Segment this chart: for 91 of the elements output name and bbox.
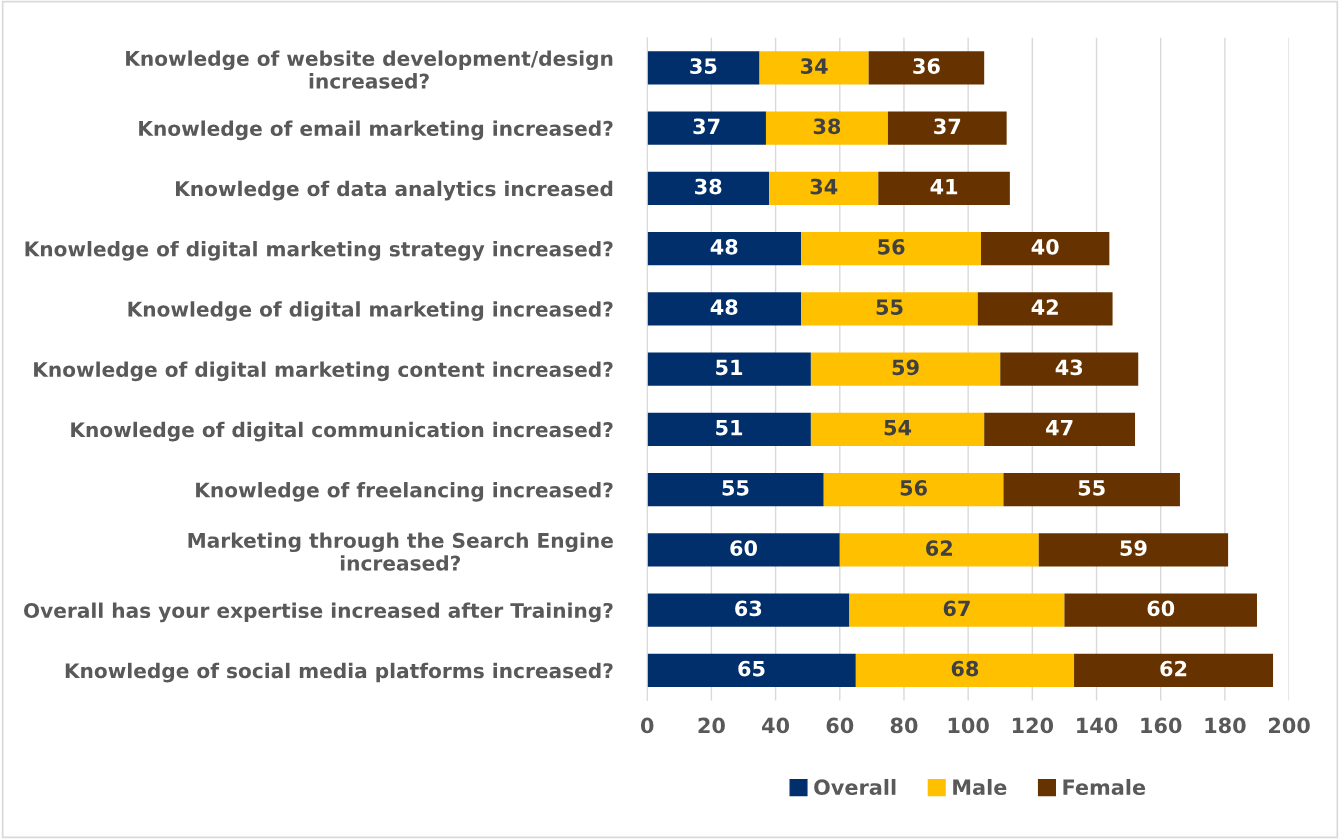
bar [647, 352, 811, 386]
bar [647, 653, 856, 688]
data-label: 68 [951, 660, 979, 677]
bar [1074, 653, 1274, 688]
x-tick-label: 160 [1141, 717, 1182, 734]
bar [849, 593, 1065, 627]
bar [759, 51, 869, 85]
data-label: 62 [926, 540, 952, 556]
data-label: 65 [738, 660, 765, 677]
bar [647, 171, 770, 205]
legend-label: Male [953, 778, 1007, 796]
y-tick-label: Knowledge of digital marketing content increased? [34, 361, 613, 382]
bar [765, 111, 888, 145]
data-label: 56 [900, 479, 927, 496]
x-tick-label: 80 [890, 717, 918, 734]
data-label: 60 [730, 540, 757, 556]
bar [1003, 473, 1180, 507]
x-tick-label: 180 [1205, 717, 1246, 734]
y-tick-label: Knowledge of social media platforms increased? [65, 662, 613, 683]
legend-label: Overall [814, 778, 896, 796]
data-label: 56 [878, 238, 905, 255]
bar [980, 232, 1110, 266]
bar [839, 533, 1039, 567]
data-label: 47 [1046, 419, 1073, 436]
bar [647, 533, 840, 567]
bar [1064, 593, 1257, 627]
y-tick-label: Knowledge of digital communication increased? [71, 421, 613, 442]
data-label: 55 [1078, 480, 1105, 496]
y-tick-label: Knowledge of data analytics increased [176, 180, 613, 201]
y-tick-label: Overall has your expertise increased after Training? [24, 602, 613, 623]
y-tick-label: Knowledge of digital marketing increased? [128, 301, 613, 321]
bar [868, 51, 985, 85]
bar [887, 111, 1007, 145]
x-tick-label: 40 [762, 717, 790, 734]
x-tick-label: 140 [1077, 717, 1118, 734]
data-label: 62 [1160, 660, 1187, 677]
data-label: 55 [876, 299, 903, 315]
y-tick-label: Knowledge of digital marketing strategy increased? [25, 241, 613, 261]
data-label: 34 [801, 58, 828, 74]
bar [647, 593, 850, 627]
data-label: 36 [913, 58, 940, 74]
bar [647, 292, 802, 326]
y-tick-label: Knowledge of website development/design increased? [126, 50, 613, 89]
x-tick-label: 20 [698, 717, 725, 734]
data-label: 48 [710, 238, 738, 255]
bar [647, 232, 802, 266]
data-label: 60 [1147, 600, 1175, 617]
y-tick-label: Knowledge of freelancing increased? [196, 482, 613, 502]
data-label: 63 [735, 600, 762, 617]
bar [801, 232, 981, 266]
x-tick-label: 100 [948, 717, 989, 734]
bar [855, 653, 1075, 688]
data-label: 41 [930, 178, 958, 195]
y-tick-label: Marketing through the Search Engine increased? [188, 532, 613, 571]
data-label: 38 [813, 118, 841, 135]
x-tick-label: 120 [1012, 717, 1054, 734]
data-label: 59 [892, 359, 919, 376]
bar [823, 473, 1004, 507]
bar [878, 171, 1010, 205]
x-tick-label: 0 [640, 717, 654, 734]
bar [769, 171, 879, 205]
data-label: 51 [716, 419, 743, 436]
x-tick-label: 60 [826, 717, 854, 734]
bar [647, 51, 760, 85]
data-label: 67 [943, 600, 970, 617]
data-label: 51 [716, 359, 743, 376]
bar [1038, 533, 1229, 567]
data-label: 59 [1120, 540, 1147, 556]
bar [984, 412, 1136, 446]
data-label: 40 [1031, 238, 1059, 255]
data-label: 43 [1055, 359, 1083, 376]
data-label: 38 [695, 178, 722, 195]
data-label: 55 [722, 480, 749, 496]
bar [801, 292, 978, 326]
data-label: 54 [884, 419, 912, 436]
bar [647, 473, 824, 507]
data-label: 37 [934, 118, 961, 135]
data-label: 34 [810, 178, 838, 195]
bar [647, 111, 766, 145]
x-tick-label: 200 [1268, 717, 1310, 734]
legend-label: Female [1063, 778, 1146, 796]
y-tick-label: Knowledge of email marketing increased? [139, 120, 613, 141]
bar [810, 412, 985, 446]
data-label: 37 [693, 118, 720, 135]
bar [977, 292, 1113, 326]
data-label: 42 [1031, 299, 1058, 315]
bar [647, 412, 811, 446]
data-label: 48 [710, 299, 738, 315]
data-label: 35 [690, 58, 717, 74]
bar [1000, 352, 1139, 386]
bar [810, 352, 1001, 386]
